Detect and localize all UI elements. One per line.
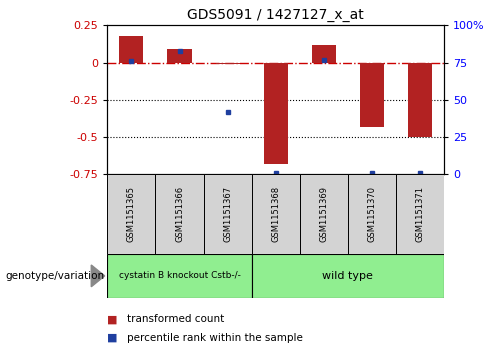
Text: GSM1151367: GSM1151367 bbox=[223, 186, 232, 242]
Bar bbox=[312, 45, 336, 62]
Text: cystatin B knockout Cstb-/-: cystatin B knockout Cstb-/- bbox=[119, 272, 241, 280]
Text: percentile rank within the sample: percentile rank within the sample bbox=[127, 333, 303, 343]
Bar bbox=[107, 174, 156, 254]
Bar bbox=[156, 174, 203, 254]
Bar bbox=[396, 174, 444, 254]
Text: GSM1151366: GSM1151366 bbox=[175, 186, 184, 242]
Bar bbox=[408, 62, 432, 137]
Bar bbox=[300, 174, 348, 254]
Text: genotype/variation: genotype/variation bbox=[5, 271, 104, 281]
Bar bbox=[216, 62, 240, 64]
Bar bbox=[167, 49, 192, 62]
Bar bbox=[120, 36, 143, 62]
Polygon shape bbox=[91, 265, 105, 287]
Bar bbox=[107, 254, 252, 298]
Text: GSM1151369: GSM1151369 bbox=[319, 186, 328, 242]
Text: GSM1151365: GSM1151365 bbox=[127, 186, 136, 242]
Text: ■: ■ bbox=[107, 314, 118, 325]
Text: wild type: wild type bbox=[323, 271, 373, 281]
Bar bbox=[203, 174, 252, 254]
Bar bbox=[252, 254, 444, 298]
Text: GSM1151371: GSM1151371 bbox=[415, 186, 425, 242]
Bar bbox=[360, 62, 384, 127]
Bar bbox=[348, 174, 396, 254]
Text: transformed count: transformed count bbox=[127, 314, 224, 325]
Text: GSM1151368: GSM1151368 bbox=[271, 186, 280, 242]
Bar bbox=[264, 62, 288, 164]
Text: ■: ■ bbox=[107, 333, 118, 343]
Bar bbox=[252, 174, 300, 254]
Text: GSM1151370: GSM1151370 bbox=[367, 186, 376, 242]
Title: GDS5091 / 1427127_x_at: GDS5091 / 1427127_x_at bbox=[187, 8, 364, 22]
